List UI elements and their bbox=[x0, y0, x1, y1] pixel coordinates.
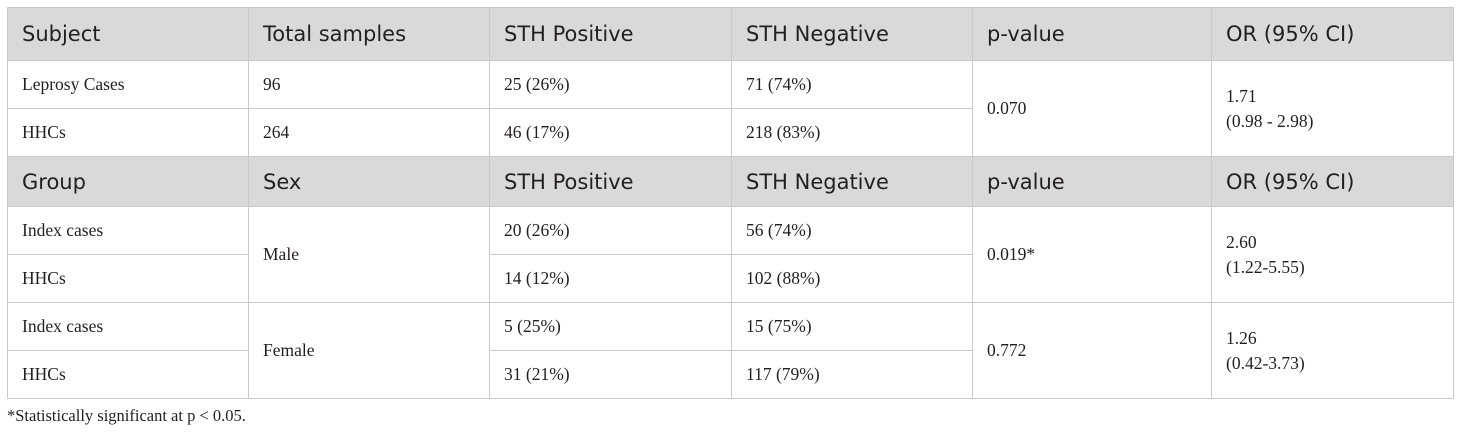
cell-positive: 5 (25%) bbox=[489, 302, 732, 351]
cell-or-ci: 2.60 (1.22-5.55) bbox=[1211, 206, 1454, 303]
table-row: HHCs 31 (21%) 117 (79%) bbox=[7, 350, 1454, 399]
cell-positive: 20 (26%) bbox=[489, 206, 732, 255]
cell-total: 264 bbox=[248, 108, 490, 157]
cell-subject: HHCs bbox=[7, 108, 249, 157]
cell-negative: 56 (74%) bbox=[731, 206, 973, 255]
or-value: 1.26 bbox=[1226, 328, 1257, 348]
col-header-or-ci: OR (95% CI) bbox=[1211, 156, 1454, 207]
cell-sex: Male bbox=[248, 206, 490, 303]
cell-negative: 102 (88%) bbox=[731, 254, 973, 303]
cell-positive: 31 (21%) bbox=[489, 350, 732, 399]
col-header-group: Group bbox=[7, 156, 249, 207]
cell-negative: 71 (74%) bbox=[731, 60, 973, 109]
table-row: Leprosy Cases 96 25 (26%) 71 (74%) 0.070… bbox=[7, 60, 1454, 157]
cell-or-ci: 1.71 (0.98 - 2.98) bbox=[1211, 60, 1454, 157]
cell-positive: 25 (26%) bbox=[489, 60, 732, 109]
table-row: Index cases Female 5 (25%) 15 (75%) 0.77… bbox=[7, 302, 1454, 399]
cell-sex: Female bbox=[248, 302, 490, 399]
cell-positive: 14 (12%) bbox=[489, 254, 732, 303]
table-subheader-row: Group Sex STH Positive STH Negative p-va… bbox=[7, 156, 1454, 207]
cell-subject: Leprosy Cases bbox=[7, 60, 249, 109]
col-header-sex: Sex bbox=[248, 156, 490, 207]
col-header-total-samples: Total samples bbox=[248, 7, 490, 61]
cell-or-ci: 1.26 (0.42-3.73) bbox=[1211, 302, 1454, 399]
col-header-p-value: p-value bbox=[972, 156, 1212, 207]
cell-positive: 46 (17%) bbox=[489, 108, 732, 157]
col-header-sth-negative: STH Negative bbox=[731, 7, 973, 61]
col-header-subject: Subject bbox=[7, 7, 249, 61]
col-header-sth-positive: STH Positive bbox=[489, 156, 732, 207]
col-header-or-ci: OR (95% CI) bbox=[1211, 7, 1454, 61]
table-row: Index cases Male 20 (26%) 56 (74%) 0.019… bbox=[7, 206, 1454, 303]
col-header-sth-negative: STH Negative bbox=[731, 156, 973, 207]
or-confidence-interval: (1.22-5.55) bbox=[1226, 256, 1305, 277]
table-row: HHCs 264 46 (17%) 218 (83%) bbox=[7, 108, 1454, 157]
cell-negative: 117 (79%) bbox=[731, 350, 973, 399]
cell-group: HHCs bbox=[7, 254, 249, 303]
results-table: Subject Total samples STH Positive STH N… bbox=[7, 7, 1454, 399]
or-confidence-interval: (0.42-3.73) bbox=[1226, 352, 1305, 373]
cell-p-value: 0.070 bbox=[972, 60, 1212, 157]
table-header-row: Subject Total samples STH Positive STH N… bbox=[7, 7, 1454, 61]
col-header-p-value: p-value bbox=[972, 7, 1212, 61]
or-value: 2.60 bbox=[1226, 232, 1257, 252]
table-row: HHCs 14 (12%) 102 (88%) bbox=[7, 254, 1454, 303]
cell-p-value: 0.772 bbox=[972, 302, 1212, 399]
cell-negative: 218 (83%) bbox=[731, 108, 973, 157]
cell-group: HHCs bbox=[7, 350, 249, 399]
or-confidence-interval: (0.98 - 2.98) bbox=[1226, 110, 1314, 131]
table-footnote: *Statistically significant at p < 0.05. bbox=[7, 406, 246, 425]
cell-p-value: 0.019* bbox=[972, 206, 1212, 303]
col-header-sth-positive: STH Positive bbox=[489, 7, 732, 61]
cell-total: 96 bbox=[248, 60, 490, 109]
cell-negative: 15 (75%) bbox=[731, 302, 973, 351]
or-value: 1.71 bbox=[1226, 86, 1257, 106]
cell-group: Index cases bbox=[7, 206, 249, 255]
cell-group: Index cases bbox=[7, 302, 249, 351]
